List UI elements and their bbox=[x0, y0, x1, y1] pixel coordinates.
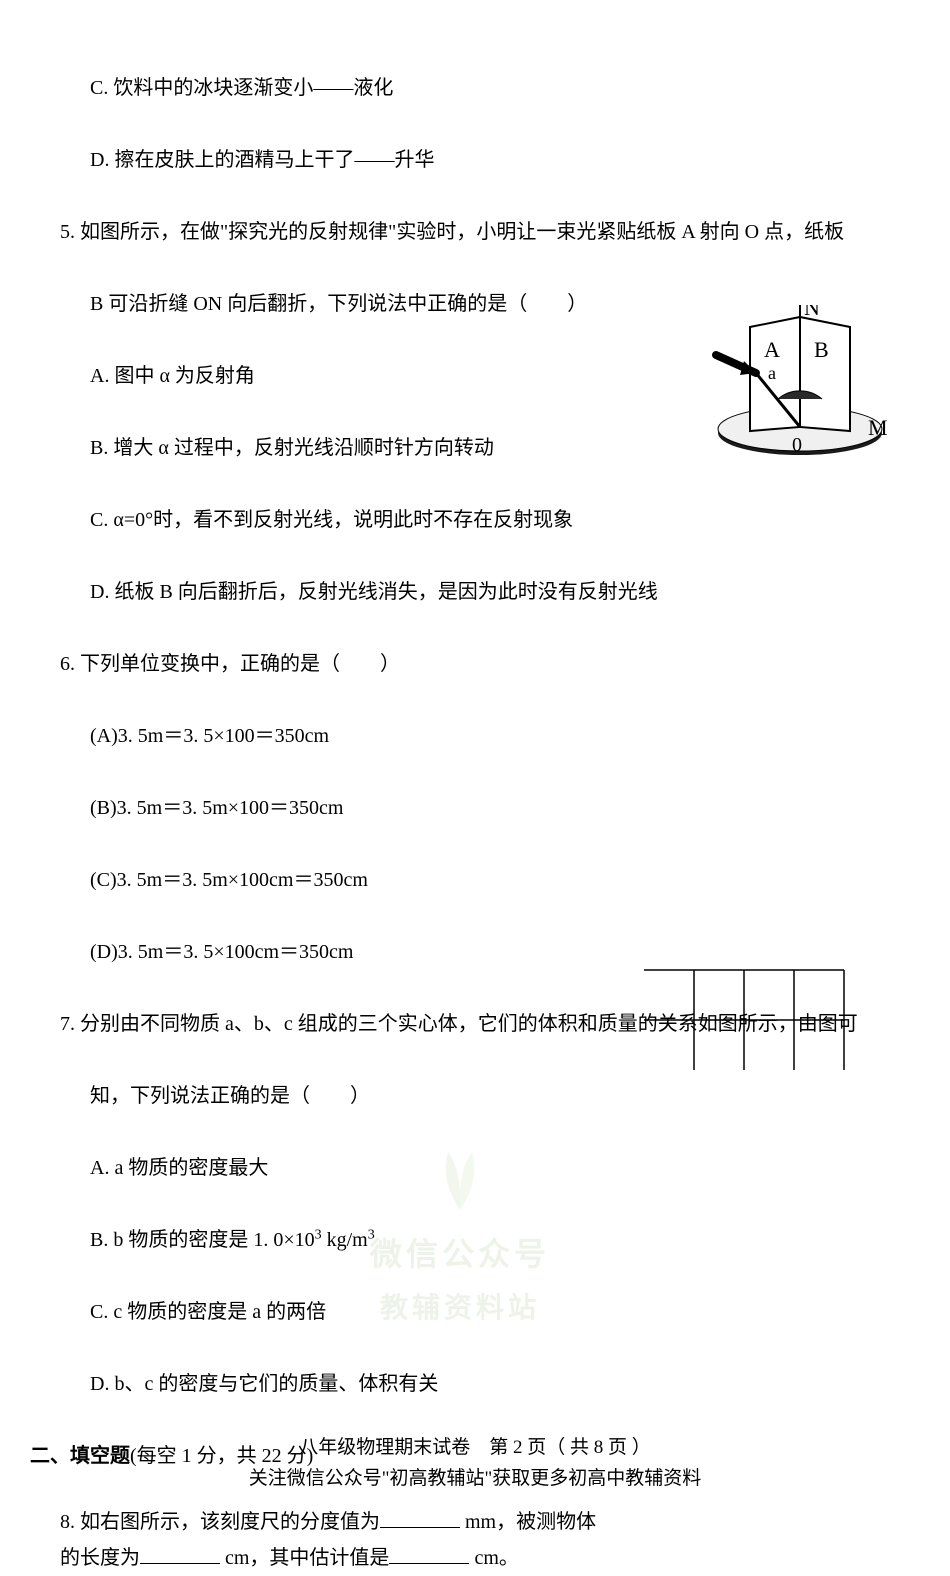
q5-figure: N A B a 0 M bbox=[710, 305, 890, 465]
q4-option-c: C. 饮料中的冰块逐渐变小——液化 bbox=[90, 70, 920, 106]
fig5-label-M: M bbox=[868, 415, 888, 440]
q8-ruler-figure bbox=[660, 1234, 900, 1294]
q6-option-b: (B)3. 5m＝3. 5m×100＝350cm bbox=[90, 790, 920, 826]
page-footer: 八年级物理期末试卷 第 2 页（ 共 8 页 ） 关注微信公众号"初高教辅站"获… bbox=[0, 1433, 950, 1494]
footer-line-1: 八年级物理期末试卷 第 2 页（ 共 8 页 ） bbox=[0, 1433, 950, 1463]
fig5-label-a: a bbox=[768, 363, 776, 383]
q8-stem: 8. 如右图所示，该刻度尺的分度值为 mm，被测物体 的长度为 cm，其中估计值… bbox=[60, 1504, 920, 1576]
q6-option-c: (C)3. 5m＝3. 5m×100cm＝350cm bbox=[90, 862, 920, 898]
footer-line-2: 关注微信公众号"初高教辅站"获取更多初高中教辅资料 bbox=[0, 1464, 950, 1494]
q5-option-c: C. α=0°时，看不到反射光线，说明此时不存在反射现象 bbox=[90, 502, 920, 538]
fig5-label-A: A bbox=[764, 337, 780, 362]
q6-stem: 6. 下列单位变换中，正确的是（ ） bbox=[60, 646, 920, 682]
q7-option-c: C. c 物质的密度是 a 的两倍 bbox=[90, 1294, 920, 1330]
q7-chart bbox=[610, 930, 890, 1100]
q7-option-d: D. b、c 的密度与它们的质量、体积有关 bbox=[90, 1366, 920, 1402]
q8-blank-2[interactable] bbox=[140, 1542, 220, 1564]
fig5-label-N: N bbox=[804, 305, 820, 320]
q8-blank-3[interactable] bbox=[389, 1542, 469, 1564]
q4-option-d: D. 擦在皮肤上的酒精马上干了——升华 bbox=[90, 142, 920, 178]
q6-option-a: (A)3. 5m＝3. 5×100＝350cm bbox=[90, 718, 920, 754]
fig5-label-B: B bbox=[814, 337, 829, 362]
q5-option-d: D. 纸板 B 向后翻折后，反射光线消失，是因为此时没有反射光线 bbox=[90, 574, 920, 610]
q7-option-a: A. a 物质的密度最大 bbox=[90, 1150, 920, 1186]
q5-stem-line1: 5. 如图所示，在做"探究光的反射规律"实验时，小明让一束光紧贴纸板 A 射向 … bbox=[60, 214, 920, 250]
q8-blank-1[interactable] bbox=[380, 1506, 460, 1528]
fig5-label-O: 0 bbox=[792, 434, 802, 456]
